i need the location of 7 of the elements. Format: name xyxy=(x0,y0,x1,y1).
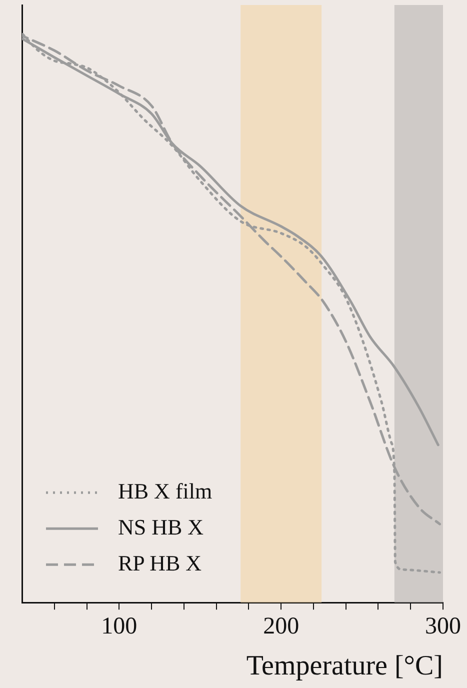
x-tick-label: 100 xyxy=(101,613,138,640)
legend-label: HB X film xyxy=(118,478,212,504)
legend-label: NS HB X xyxy=(118,514,204,540)
x-axis-title: Temperature [°C] xyxy=(246,650,443,682)
legend-label: RP HB X xyxy=(118,550,202,576)
x-tick-label: 200 xyxy=(263,613,300,640)
x-tick-label: 300 xyxy=(425,613,461,640)
